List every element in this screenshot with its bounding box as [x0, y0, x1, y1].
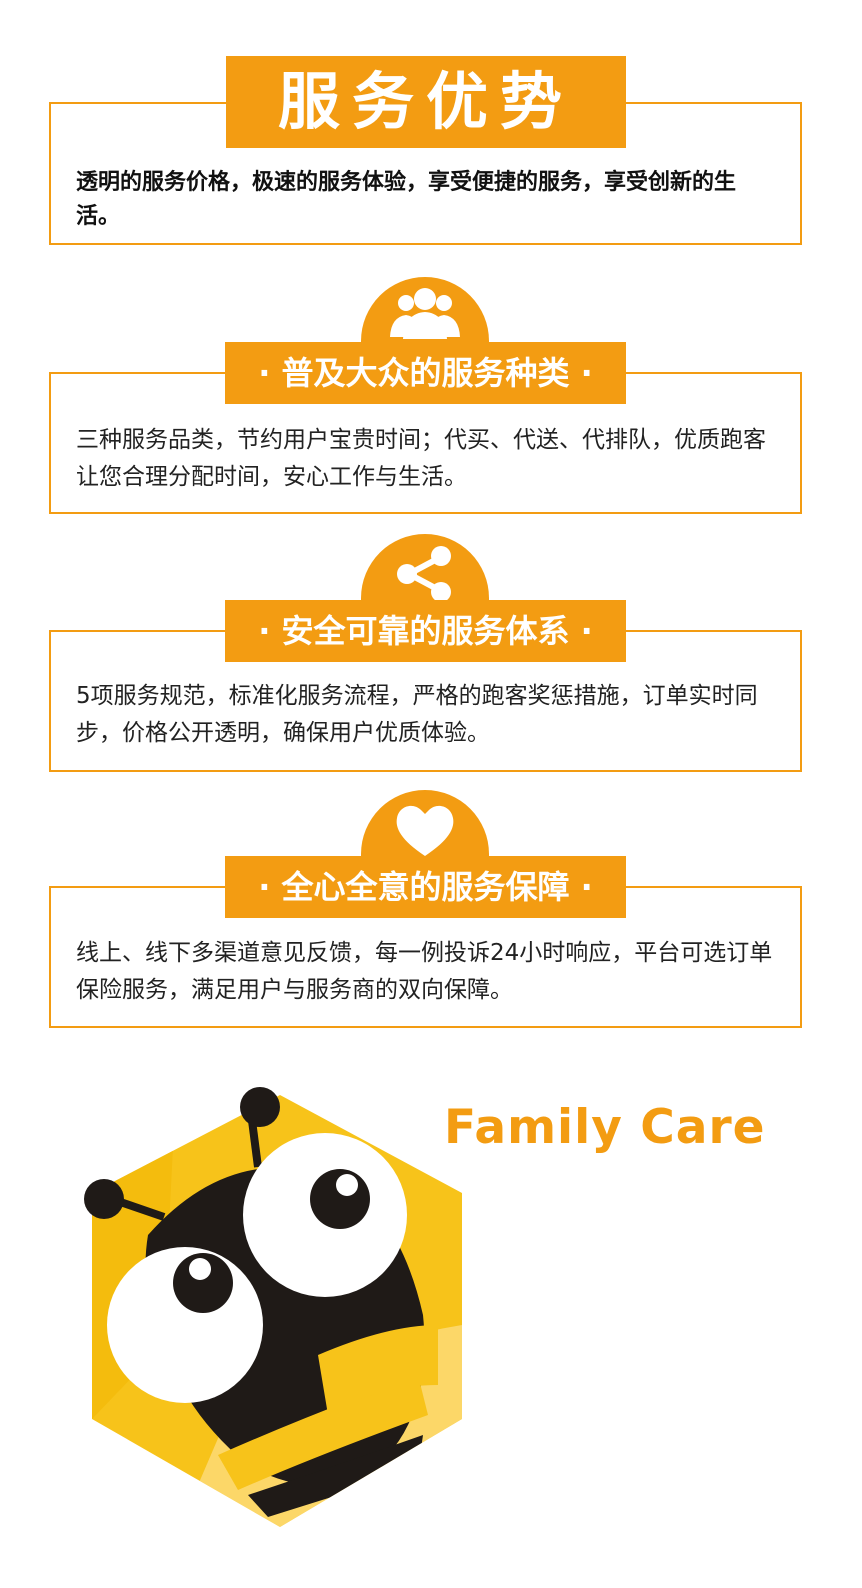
section-box-support: 线上、线下多渠道意见反馈，每一例投诉24小时响应，平台可选订单保险服务，满足用户…: [49, 886, 802, 1028]
section-icon-badge-support: [361, 790, 489, 862]
section-icon-badge-safety: [361, 534, 489, 606]
intro-description: 透明的服务价格，极速的服务体验，享受便捷的服务，享受创新的生活。: [76, 170, 737, 229]
bee-logo-icon: [84, 1087, 462, 1527]
section-title-support: · 全心全意的服务保障 ·: [225, 856, 626, 918]
users-icon: [390, 288, 460, 339]
section-description-safety: 5项服务规范，标准化服务流程，严格的跑客奖惩措施，订单实时同步，价格公开透明，确…: [76, 683, 758, 746]
heart-icon: [396, 805, 454, 856]
section-title-safety: · 安全可靠的服务体系 ·: [225, 600, 626, 662]
section-icon-badge-categories: [361, 277, 489, 349]
page-title: 服务优势: [226, 56, 626, 148]
section-title-categories: · 普及大众的服务种类 ·: [225, 342, 626, 404]
section-description-support: 线上、线下多渠道意见反馈，每一例投诉24小时响应，平台可选订单保险服务，满足用户…: [76, 940, 773, 1003]
section-description-categories: 三种服务品类，节约用户宝贵时间；代买、代送、代排队，优质跑客让您合理分配时间，安…: [76, 427, 766, 490]
brand-name: Family Care: [444, 1100, 766, 1155]
share-icon: [397, 546, 451, 602]
